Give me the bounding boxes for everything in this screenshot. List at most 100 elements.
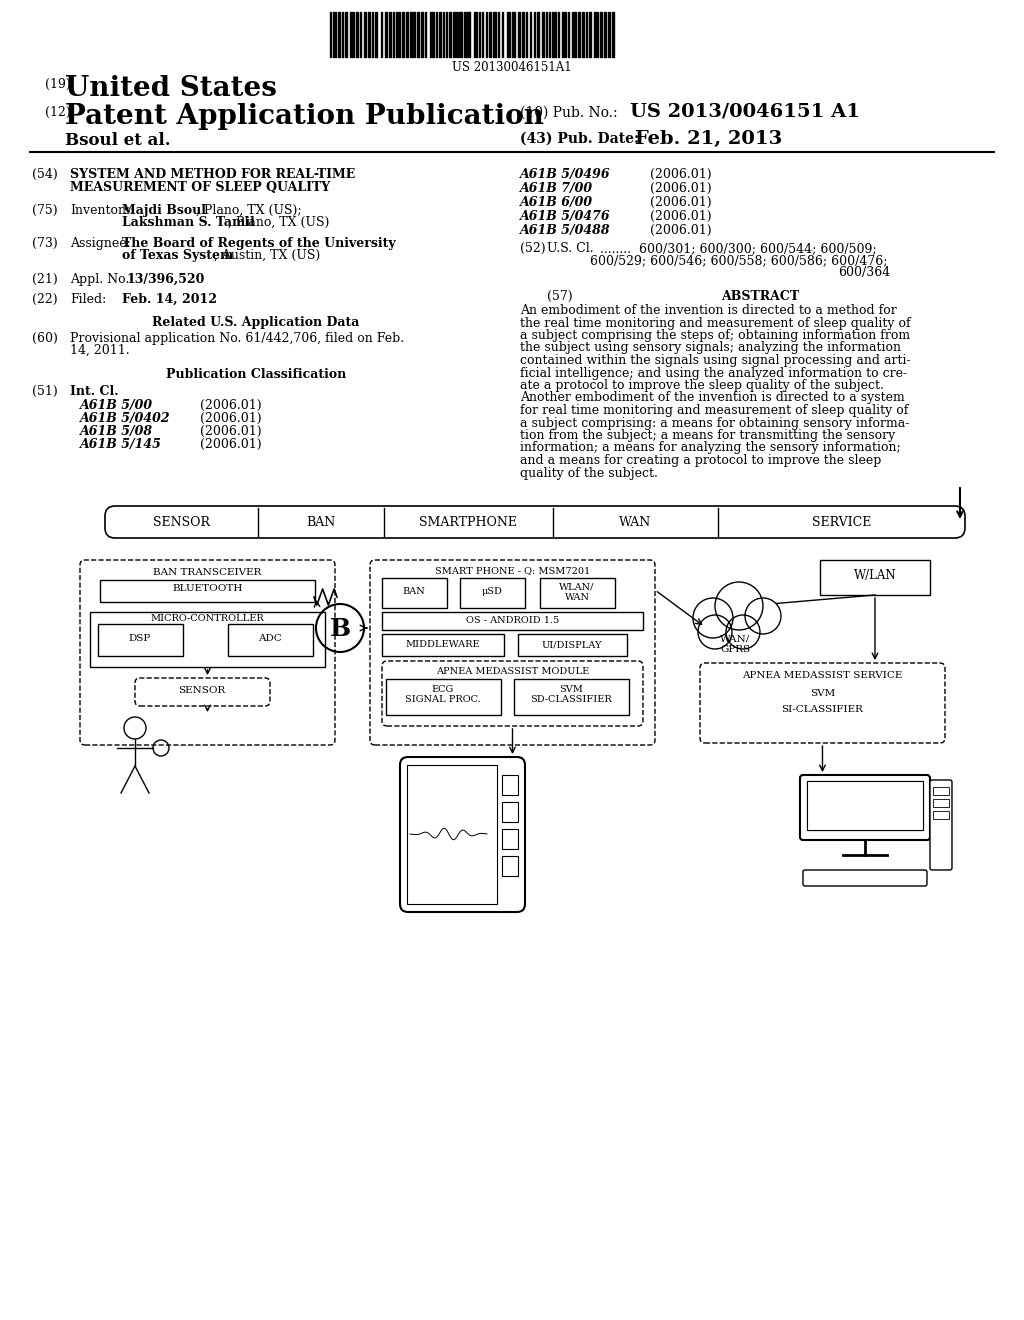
Text: tion from the subject; a means for transmitting the sensory: tion from the subject; a means for trans…	[520, 429, 895, 442]
Text: A61B 6/00: A61B 6/00	[520, 195, 593, 209]
Text: A61B 5/0488: A61B 5/0488	[520, 224, 610, 238]
Text: W/LAN: W/LAN	[854, 569, 896, 582]
Bar	[933, 810, 949, 818]
Text: MICRO-CONTROLLER: MICRO-CONTROLLER	[151, 614, 264, 623]
Text: APNEA MEDASSIST SERVICE: APNEA MEDASSIST SERVICE	[742, 671, 903, 680]
Text: SVM: SVM	[810, 689, 836, 698]
Text: a subject comprising: a means for obtaining sensory informa-: a subject comprising: a means for obtain…	[520, 417, 909, 429]
Text: of Texas System: of Texas System	[122, 249, 233, 261]
FancyBboxPatch shape	[80, 560, 335, 744]
Text: WAN: WAN	[620, 516, 651, 529]
Bar	[407, 766, 497, 904]
Text: 14, 2011.: 14, 2011.	[70, 345, 130, 356]
Bar	[807, 781, 923, 830]
Text: (22): (22)	[32, 293, 57, 306]
Text: (10) Pub. No.:: (10) Pub. No.:	[520, 106, 617, 120]
Bar	[460, 578, 525, 609]
Bar	[228, 624, 313, 656]
Text: SD-CLASSIFIER: SD-CLASSIFIER	[530, 696, 612, 704]
Text: (2006.01): (2006.01)	[200, 425, 261, 438]
Text: US 2013/0046151 A1: US 2013/0046151 A1	[630, 103, 860, 121]
Bar	[540, 578, 615, 609]
Text: for real time monitoring and measurement of sleep quality of: for real time monitoring and measurement…	[520, 404, 908, 417]
Text: (2006.01): (2006.01)	[650, 168, 712, 181]
Text: Bsoul et al.: Bsoul et al.	[65, 132, 171, 149]
Text: US 20130046151A1: US 20130046151A1	[453, 61, 571, 74]
Text: SMARTPHONE: SMARTPHONE	[420, 516, 517, 529]
Text: SMART PHONE - Q: MSM7201: SMART PHONE - Q: MSM7201	[435, 566, 590, 576]
Text: ate a protocol to improve the sleep quality of the subject.: ate a protocol to improve the sleep qual…	[520, 379, 884, 392]
Text: (43) Pub. Date:: (43) Pub. Date:	[520, 132, 639, 147]
FancyBboxPatch shape	[700, 663, 945, 743]
Text: Int. Cl.: Int. Cl.	[70, 385, 119, 399]
Text: (57): (57)	[547, 290, 572, 304]
Bar	[820, 560, 930, 595]
Text: U.S. Cl.: U.S. Cl.	[547, 242, 594, 255]
Bar	[382, 634, 504, 656]
Text: (19): (19)	[45, 78, 71, 91]
Text: ficial intelligence; and using the analyzed information to cre-: ficial intelligence; and using the analy…	[520, 367, 907, 380]
Bar	[933, 799, 949, 807]
Text: GPRS: GPRS	[720, 645, 750, 653]
FancyBboxPatch shape	[135, 678, 270, 706]
Text: B: B	[330, 616, 350, 642]
Text: , Plano, TX (US): , Plano, TX (US)	[228, 216, 330, 228]
Text: DSP: DSP	[129, 634, 152, 643]
Text: BLUETOOTH: BLUETOOTH	[172, 583, 243, 593]
FancyBboxPatch shape	[803, 870, 927, 886]
Text: Feb. 14, 2012: Feb. 14, 2012	[122, 293, 217, 306]
Text: (60): (60)	[32, 333, 58, 345]
Text: (2006.01): (2006.01)	[650, 210, 712, 223]
Text: the subject using sensory signals; analyzing the information: the subject using sensory signals; analy…	[520, 342, 901, 355]
Bar	[514, 678, 629, 715]
Text: Inventors:: Inventors:	[70, 205, 134, 216]
Text: WLAN/: WLAN/	[559, 583, 595, 591]
Text: Majdi Bsoul: Majdi Bsoul	[122, 205, 206, 216]
Text: A61B 5/0476: A61B 5/0476	[520, 210, 610, 223]
Text: Related U.S. Application Data: Related U.S. Application Data	[153, 315, 359, 329]
Bar	[90, 612, 325, 667]
Text: , Austin, TX (US): , Austin, TX (US)	[214, 249, 321, 261]
Circle shape	[715, 582, 763, 630]
FancyBboxPatch shape	[382, 661, 643, 726]
Text: SYSTEM AND METHOD FOR REAL-TIME: SYSTEM AND METHOD FOR REAL-TIME	[70, 168, 355, 181]
Text: (2006.01): (2006.01)	[650, 182, 712, 195]
Bar	[518, 634, 627, 656]
Text: UI/DISPLAY: UI/DISPLAY	[542, 640, 602, 649]
Text: WAN/: WAN/	[720, 634, 751, 643]
Text: Feb. 21, 2013: Feb. 21, 2013	[635, 129, 782, 148]
Text: μSD: μSD	[481, 587, 503, 597]
Text: OS - ANDROID 1.5: OS - ANDROID 1.5	[466, 616, 559, 624]
Bar	[502, 855, 518, 876]
Bar	[386, 678, 501, 715]
Bar	[382, 612, 643, 630]
Bar	[502, 803, 518, 822]
Bar	[502, 829, 518, 849]
Text: ADC: ADC	[258, 634, 282, 643]
Text: Another embodiment of the invention is directed to a system: Another embodiment of the invention is d…	[520, 392, 905, 404]
Text: (2006.01): (2006.01)	[200, 438, 261, 451]
Text: the real time monitoring and measurement of sleep quality of: the real time monitoring and measurement…	[520, 317, 910, 330]
Text: (12): (12)	[45, 106, 71, 119]
Bar	[100, 579, 315, 602]
Text: , Plano, TX (US);: , Plano, TX (US);	[196, 205, 302, 216]
Text: Publication Classification: Publication Classification	[166, 368, 346, 381]
Text: SENSOR: SENSOR	[178, 686, 225, 696]
Text: The Board of Regents of the University: The Board of Regents of the University	[122, 238, 395, 249]
Text: MIDDLEWARE: MIDDLEWARE	[406, 640, 480, 649]
Text: ABSTRACT: ABSTRACT	[721, 290, 799, 304]
Text: A61B 5/0402: A61B 5/0402	[80, 412, 171, 425]
Text: MEASUREMENT OF SLEEP QUALITY: MEASUREMENT OF SLEEP QUALITY	[70, 181, 331, 194]
FancyBboxPatch shape	[105, 506, 965, 539]
Text: (2006.01): (2006.01)	[200, 399, 261, 412]
Text: A61B 5/0496: A61B 5/0496	[520, 168, 610, 181]
Text: Patent Application Publication: Patent Application Publication	[65, 103, 544, 129]
FancyBboxPatch shape	[400, 756, 525, 912]
Text: APNEA MEDASSIST MODULE: APNEA MEDASSIST MODULE	[436, 667, 589, 676]
Text: Lakshman S. Tamil: Lakshman S. Tamil	[122, 216, 255, 228]
Text: United States: United States	[65, 75, 276, 102]
Text: (2006.01): (2006.01)	[200, 412, 261, 425]
Bar	[807, 781, 923, 830]
Text: Assignee:: Assignee:	[70, 238, 131, 249]
Text: (21): (21)	[32, 273, 57, 286]
